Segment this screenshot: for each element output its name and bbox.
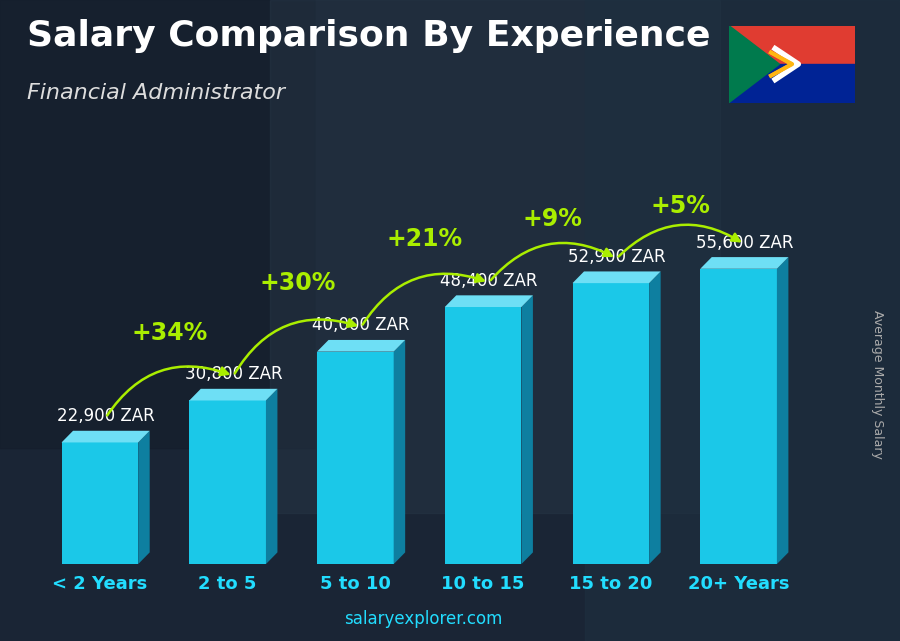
Text: Average Monthly Salary: Average Monthly Salary: [871, 310, 884, 459]
Polygon shape: [445, 296, 533, 307]
Text: Financial Administrator: Financial Administrator: [27, 83, 285, 103]
Polygon shape: [700, 257, 788, 269]
Polygon shape: [266, 389, 277, 564]
Bar: [189, 401, 266, 564]
Polygon shape: [572, 271, 661, 283]
Text: +21%: +21%: [387, 228, 463, 251]
Polygon shape: [777, 257, 788, 564]
Text: 52,900 ZAR: 52,900 ZAR: [568, 248, 665, 266]
Polygon shape: [649, 271, 661, 564]
Polygon shape: [521, 296, 533, 564]
Text: 48,400 ZAR: 48,400 ZAR: [440, 272, 537, 290]
FancyArrowPatch shape: [618, 225, 740, 256]
FancyArrowPatch shape: [107, 367, 228, 415]
Text: +34%: +34%: [131, 321, 208, 345]
Bar: [270, 0, 720, 513]
Polygon shape: [317, 340, 405, 352]
FancyArrowPatch shape: [491, 243, 612, 280]
Bar: [700, 269, 777, 564]
Bar: [317, 352, 393, 564]
Bar: [61, 442, 139, 564]
Polygon shape: [729, 31, 773, 97]
Text: +9%: +9%: [523, 206, 582, 231]
Text: +5%: +5%: [651, 194, 710, 218]
FancyBboxPatch shape: [0, 0, 315, 449]
Bar: [572, 283, 649, 564]
Text: 55,600 ZAR: 55,600 ZAR: [696, 233, 793, 251]
Bar: [445, 307, 521, 564]
Polygon shape: [189, 389, 277, 401]
Text: 30,800 ZAR: 30,800 ZAR: [184, 365, 283, 383]
Bar: [729, 26, 855, 64]
FancyArrowPatch shape: [235, 319, 356, 374]
Bar: [585, 0, 900, 641]
FancyArrowPatch shape: [363, 274, 483, 324]
Text: Salary Comparison By Experience: Salary Comparison By Experience: [27, 19, 710, 53]
Text: salaryexplorer.com: salaryexplorer.com: [344, 610, 502, 628]
Polygon shape: [61, 431, 149, 442]
Text: +30%: +30%: [259, 271, 336, 296]
Polygon shape: [729, 26, 779, 103]
Text: 22,900 ZAR: 22,900 ZAR: [57, 407, 155, 425]
Polygon shape: [729, 37, 767, 91]
Bar: [729, 64, 855, 103]
Polygon shape: [393, 340, 405, 564]
Polygon shape: [139, 431, 149, 564]
Text: 40,000 ZAR: 40,000 ZAR: [312, 317, 410, 335]
